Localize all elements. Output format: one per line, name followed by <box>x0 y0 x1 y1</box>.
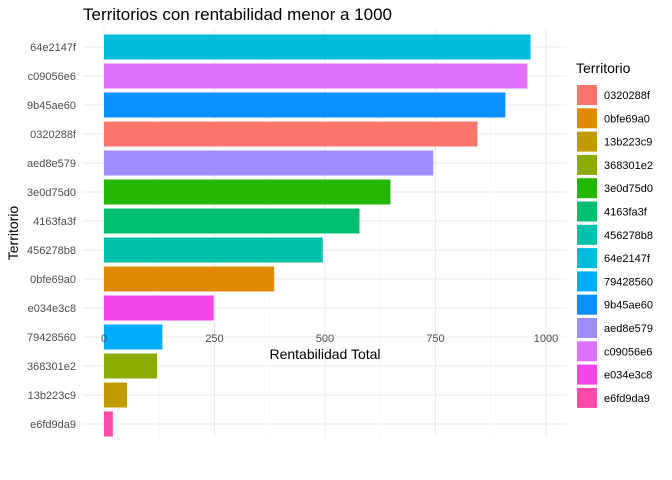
legend-swatch-0320288f <box>577 85 597 105</box>
x-tick-labels: 0 250 500 750 1000 <box>101 333 558 345</box>
bar-64e2147f <box>104 34 531 60</box>
legend-swatch-3e0d75d0 <box>577 178 597 199</box>
y-tick-label: c09056e6 <box>28 71 76 83</box>
y-tick-label: 456278b8 <box>27 245 76 257</box>
x-tick-label: 1000 <box>534 333 558 345</box>
legend-label: 4163fa3f <box>604 207 648 219</box>
bars <box>104 34 531 437</box>
legend-swatch-64e2147f <box>577 248 597 269</box>
y-tick-label: 13b223c9 <box>28 390 76 402</box>
legend-swatch-c09056e6 <box>577 341 597 362</box>
y-tick-label: 9b45ae60 <box>27 100 76 112</box>
bar-9b45ae60 <box>104 92 506 118</box>
legend-swatch-0bfe69a0 <box>577 108 597 129</box>
legend-label: 79428560 <box>604 276 653 288</box>
legend-label: e6fd9da9 <box>604 393 650 405</box>
y-tick-label: 0320288f <box>30 129 77 141</box>
legend-label: c09056e6 <box>604 346 652 358</box>
legend-label: 3e0d75d0 <box>604 183 653 195</box>
legend: Territorio 0320288f 0bfe69a0 13b223c9 36830… <box>576 60 653 408</box>
legend-label: 9b45ae60 <box>604 300 653 312</box>
y-tick-label: 79428560 <box>27 332 76 344</box>
bar-aed8e579 <box>104 150 434 176</box>
bar-4163fa3f <box>104 208 360 234</box>
bar-368301e2 <box>104 353 158 379</box>
y-tick-label: 0bfe69a0 <box>30 274 76 286</box>
bar-e034e3c8 <box>104 295 214 321</box>
legend-swatch-456278b8 <box>577 224 597 245</box>
legend-swatch-e034e3c8 <box>577 364 597 385</box>
y-tick-label: e6fd9da9 <box>30 419 76 431</box>
legend-title: Territorio <box>576 60 631 76</box>
x-tick-label: 500 <box>316 333 334 345</box>
legend-swatch-368301e2 <box>577 154 597 175</box>
bar-e6fd9da9 <box>104 411 113 437</box>
y-tick-labels: 64e2147f c09056e6 9b45ae60 0320288f aed8e579… <box>27 42 77 431</box>
y-tick-label: 368301e2 <box>27 361 76 373</box>
legend-label: aed8e579 <box>604 323 653 335</box>
legend-label: 64e2147f <box>604 253 651 265</box>
legend-swatch-13b223c9 <box>577 131 597 152</box>
chart-title: Territorios con rentabilidad menor a 100… <box>83 5 392 24</box>
y-tick-label: e034e3c8 <box>28 303 76 315</box>
y-tick-label: 64e2147f <box>30 42 77 54</box>
y-axis-title: Territorio <box>5 206 21 261</box>
legend-swatch-aed8e579 <box>577 318 597 338</box>
legend-label: 0bfe69a0 <box>604 113 650 125</box>
bar-3e0d75d0 <box>104 179 391 205</box>
legend-label: e034e3c8 <box>604 370 652 382</box>
legend-swatch-9b45ae60 <box>577 294 597 315</box>
legend-label: 13b223c9 <box>604 137 652 149</box>
legend-label: 368301e2 <box>604 160 653 172</box>
y-tick-label: 4163fa3f <box>33 216 77 228</box>
y-tick-label: aed8e579 <box>27 158 76 170</box>
bar-13b223c9 <box>104 382 127 408</box>
x-tick-label: 0 <box>101 333 107 345</box>
x-tick-label: 250 <box>205 333 223 345</box>
legend-label: 456278b8 <box>604 230 653 242</box>
y-tick-label: 3e0d75d0 <box>27 187 76 199</box>
bar-c09056e6 <box>104 63 528 89</box>
bar-0320288f <box>104 121 478 147</box>
legend-swatch-e6fd9da9 <box>577 387 597 408</box>
x-tick-label: 750 <box>426 333 444 345</box>
bar-456278b8 <box>104 237 323 263</box>
legend-swatch-79428560 <box>577 271 597 292</box>
legend-label: 0320288f <box>604 90 651 102</box>
legend-swatch-4163fa3f <box>577 201 597 222</box>
bar-0bfe69a0 <box>104 266 275 292</box>
bar-79428560 <box>104 324 163 350</box>
x-axis-title: Rentabilidad Total <box>269 346 380 362</box>
